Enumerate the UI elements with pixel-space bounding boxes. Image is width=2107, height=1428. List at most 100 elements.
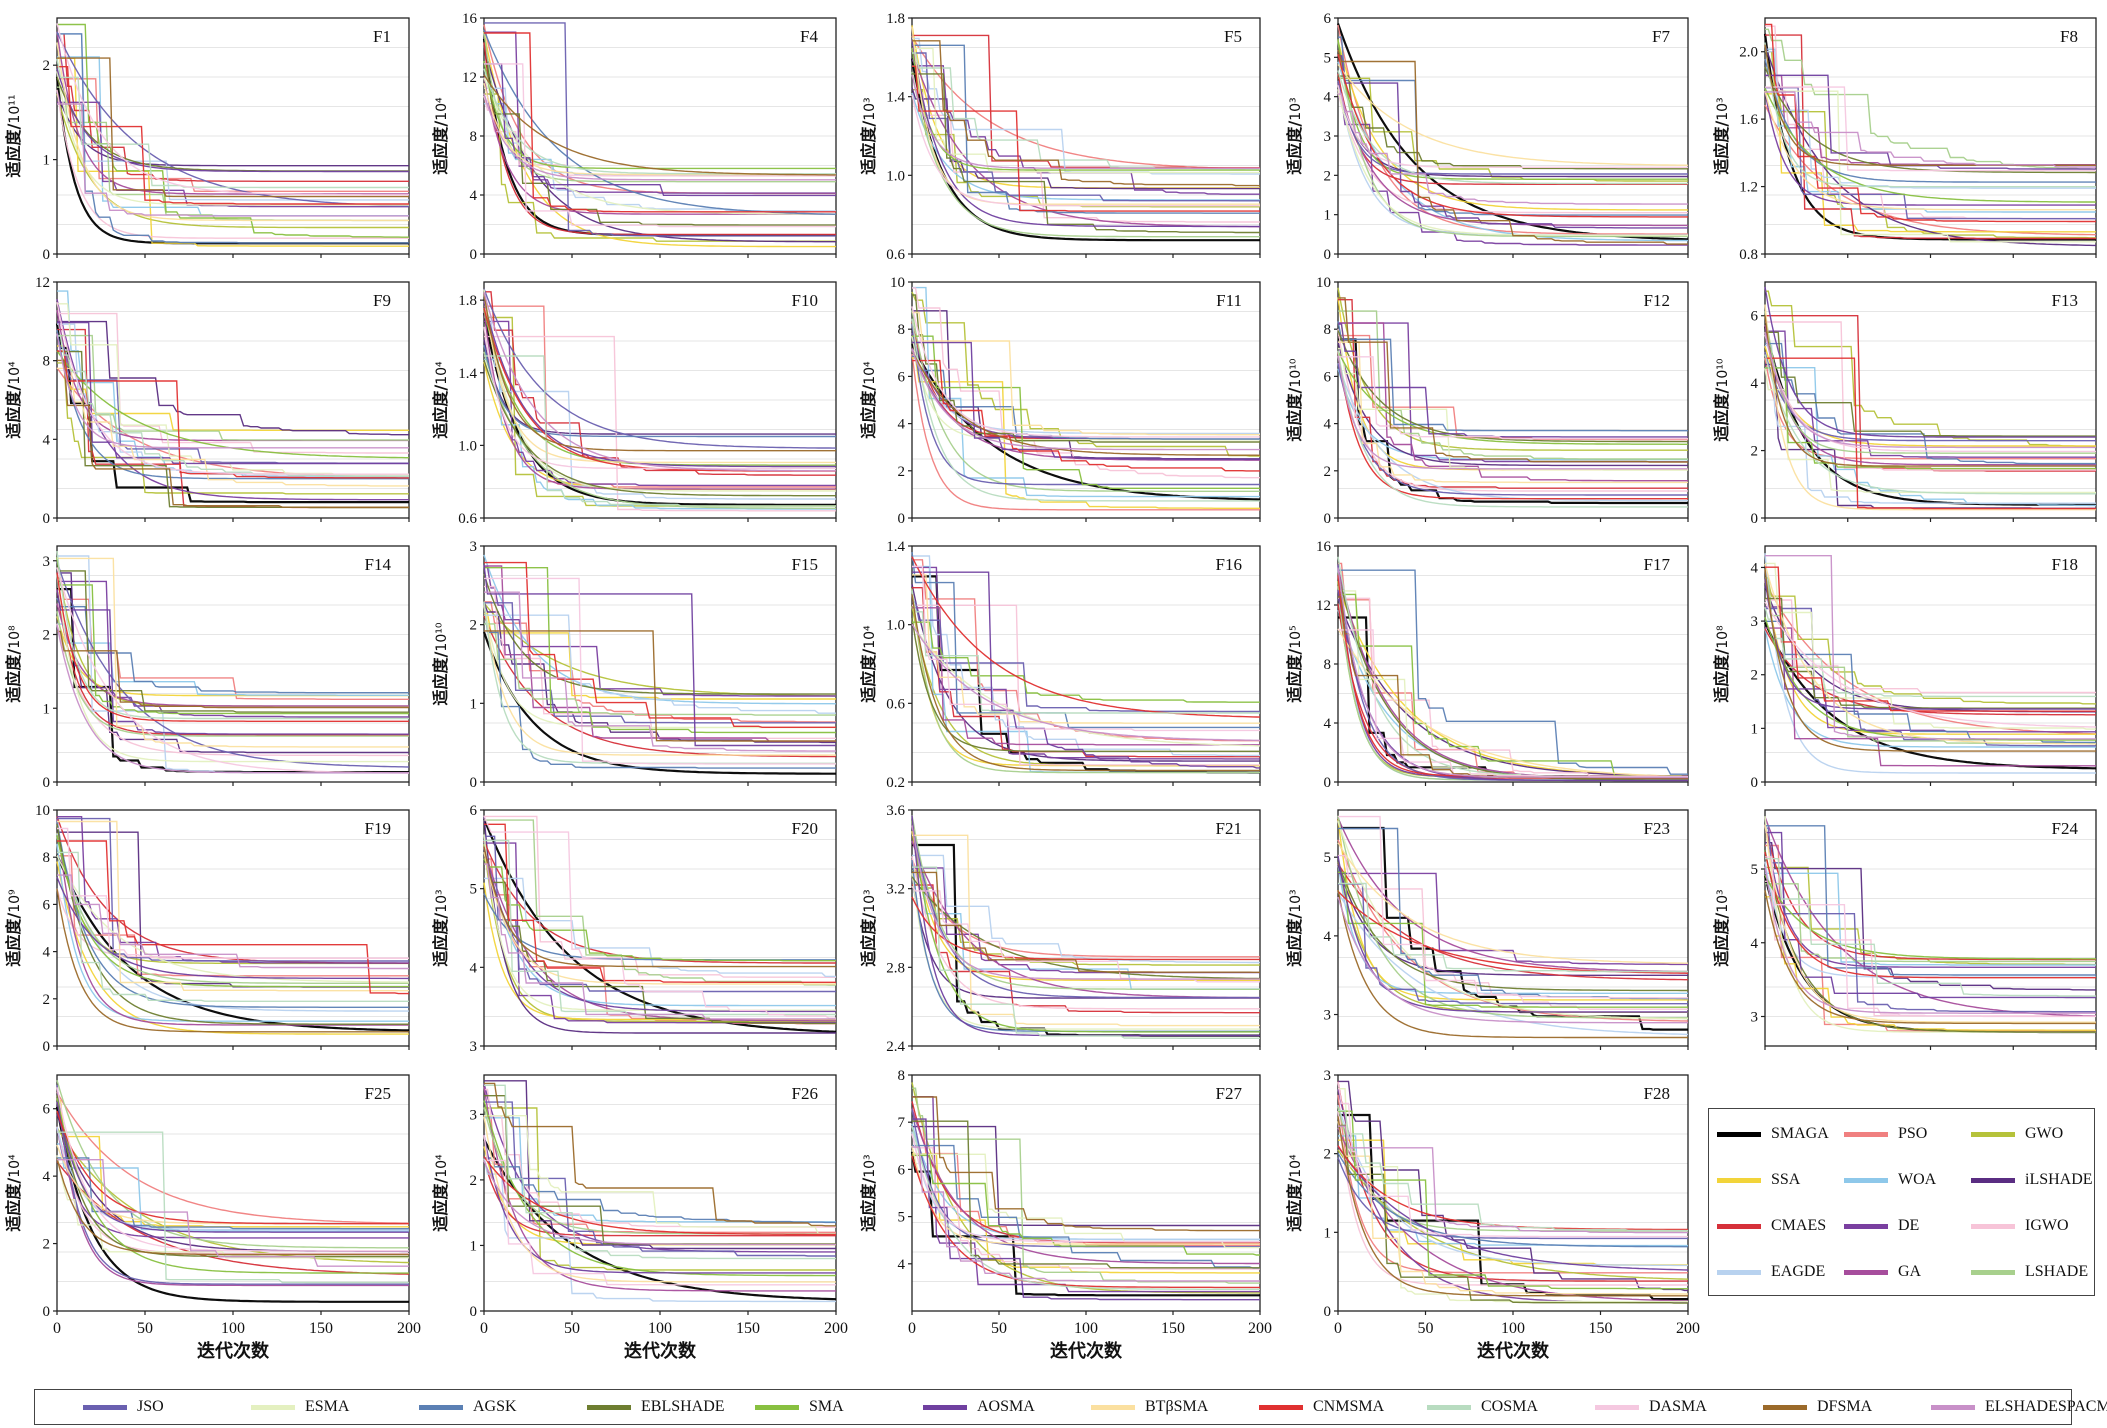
- series-line-cosma: [1764, 42, 2096, 188]
- series-line-jso: [1338, 883, 1688, 1005]
- series-line-elshadespacma: [911, 623, 1261, 742]
- series-line-gwo: [484, 1107, 836, 1271]
- series-line-sma: [1337, 350, 1688, 445]
- y-axis-label: 适应度/10¹⁰: [431, 622, 450, 705]
- series-line-cosma: [483, 68, 836, 175]
- panel-f21: 2.4 2.8 3.2 3.6 适应度/10³ F21: [859, 803, 1261, 1055]
- series-line-agsk: [911, 551, 1260, 729]
- series-line-lshade: [911, 310, 1260, 492]
- y-tick-label: 4: [1751, 560, 1759, 576]
- series-line-esma: [911, 873, 1260, 1030]
- legend-label: PSO: [1898, 1125, 1928, 1142]
- y-tick-label: 1.6: [1739, 112, 1758, 128]
- y-tick-label: 10: [890, 275, 905, 291]
- x-axis-label: 迭代次数: [1477, 1340, 1550, 1362]
- series-line-esma: [483, 289, 836, 492]
- series-line-lshade: [483, 32, 836, 183]
- panel-title: F15: [792, 555, 818, 574]
- legend-label: SMA: [809, 1398, 844, 1415]
- series-line-sma: [912, 1154, 1260, 1256]
- y-tick-label: 0.6: [458, 511, 477, 527]
- legend-swatch: [1844, 1177, 1888, 1183]
- y-axis-label: 适应度/10⁴: [859, 625, 878, 703]
- series-line-smaga: [910, 58, 1260, 242]
- panel-title: F8: [2060, 27, 2078, 46]
- series-line-pso: [1337, 24, 1688, 235]
- legend-swatch: [1717, 1131, 1761, 1137]
- series-line-gwo: [912, 89, 1260, 208]
- series-line-eagde: [484, 87, 836, 212]
- legend-item-gwo: GWO: [1971, 1123, 2063, 1145]
- series-line-jso: [484, 22, 836, 237]
- series-line-gwo: [56, 1127, 410, 1264]
- series-line-lshade: [1338, 310, 1688, 460]
- series-line-esma: [911, 335, 1260, 441]
- series-line-esma: [1764, 816, 2096, 1033]
- series-line-esma: [56, 855, 409, 983]
- y-tick-label: 1.4: [886, 90, 905, 106]
- legend-item-cosma: COSMA: [1427, 1396, 1538, 1418]
- series-line-agsk: [1337, 1152, 1688, 1248]
- series-line-elshadespacma: [911, 348, 1260, 451]
- series-line-ilshade: [56, 91, 409, 167]
- series-line-cosma: [484, 355, 836, 507]
- series-line-agsk: [1338, 36, 1688, 216]
- y-tick-label: 3: [470, 1039, 478, 1055]
- legend-swatch: [1091, 1404, 1135, 1410]
- series-line-cnmsma: [912, 359, 1260, 472]
- panel-f8: 0.8 1.2 1.6 2.0 适应度/10³ F8: [1712, 17, 2097, 263]
- series-line-igwo: [57, 312, 409, 454]
- y-axis-label: 适应度/10³: [859, 97, 878, 174]
- y-tick-label: 10: [35, 803, 50, 819]
- series-line-dasma: [56, 1087, 409, 1252]
- series-line-sma: [1765, 367, 2096, 470]
- series-line-eagde: [912, 854, 1260, 964]
- series-line-eagde: [1765, 344, 2096, 504]
- x-tick-label: 50: [564, 1320, 580, 1337]
- x-tick-label: 200: [397, 1320, 421, 1337]
- series-line-aosma: [1337, 1146, 1689, 1271]
- panel-title: F1: [373, 27, 391, 46]
- series-line-ssa: [1765, 896, 2096, 1031]
- y-tick-label: 0.6: [886, 696, 905, 712]
- series-line-jso: [57, 817, 409, 962]
- series-line-agsk: [56, 820, 409, 1008]
- series-line-cnmsma: [911, 896, 1260, 961]
- y-tick-label: 8: [43, 850, 51, 866]
- series-line-lshade: [56, 836, 409, 984]
- series-line-jso: [912, 601, 1260, 713]
- panel-title: F19: [365, 819, 391, 838]
- series-line-esma: [1765, 90, 2096, 243]
- y-tick-label: 4: [1324, 417, 1332, 433]
- legend-swatch: [1844, 1131, 1888, 1137]
- series-line-woa: [911, 92, 1260, 201]
- series-line-pso: [484, 858, 836, 1025]
- series-line-ga: [912, 607, 1260, 746]
- legend-swatch: [1844, 1269, 1888, 1275]
- series-line-cnmsma: [1765, 357, 2096, 510]
- legend-label: ELSHADESPACMA: [1985, 1398, 2107, 1415]
- series-line-de: [484, 566, 836, 697]
- y-tick-label: 5: [470, 882, 478, 898]
- series-line-btβsma: [911, 1145, 1260, 1245]
- panel-title: F12: [1644, 291, 1670, 310]
- series-line-gwo: [911, 291, 1260, 457]
- y-tick-label: 0: [43, 247, 51, 263]
- series-line-de: [1765, 330, 2096, 458]
- y-tick-label: 6: [898, 369, 906, 385]
- series-line-cosma: [911, 318, 1260, 502]
- series-line-aosma: [483, 300, 836, 468]
- series-line-dfsma: [56, 888, 409, 1033]
- series-line-gwo: [1765, 51, 2096, 239]
- y-axis-label: 适应度/10⁴: [431, 1154, 450, 1232]
- legend-item-btβsma: BTβSMA: [1091, 1396, 1208, 1418]
- y-tick-label: 4: [898, 417, 906, 433]
- series-line-lshade: [1337, 1106, 1688, 1232]
- series-line-eagde: [57, 33, 409, 201]
- series-line-de: [912, 1096, 1260, 1293]
- series-line-ga: [483, 310, 836, 490]
- series-line-cnmsma: [483, 1156, 837, 1236]
- series-line-de: [484, 320, 836, 487]
- y-axis-label: 适应度/10³: [431, 889, 450, 966]
- y-tick-label: 4: [470, 960, 478, 976]
